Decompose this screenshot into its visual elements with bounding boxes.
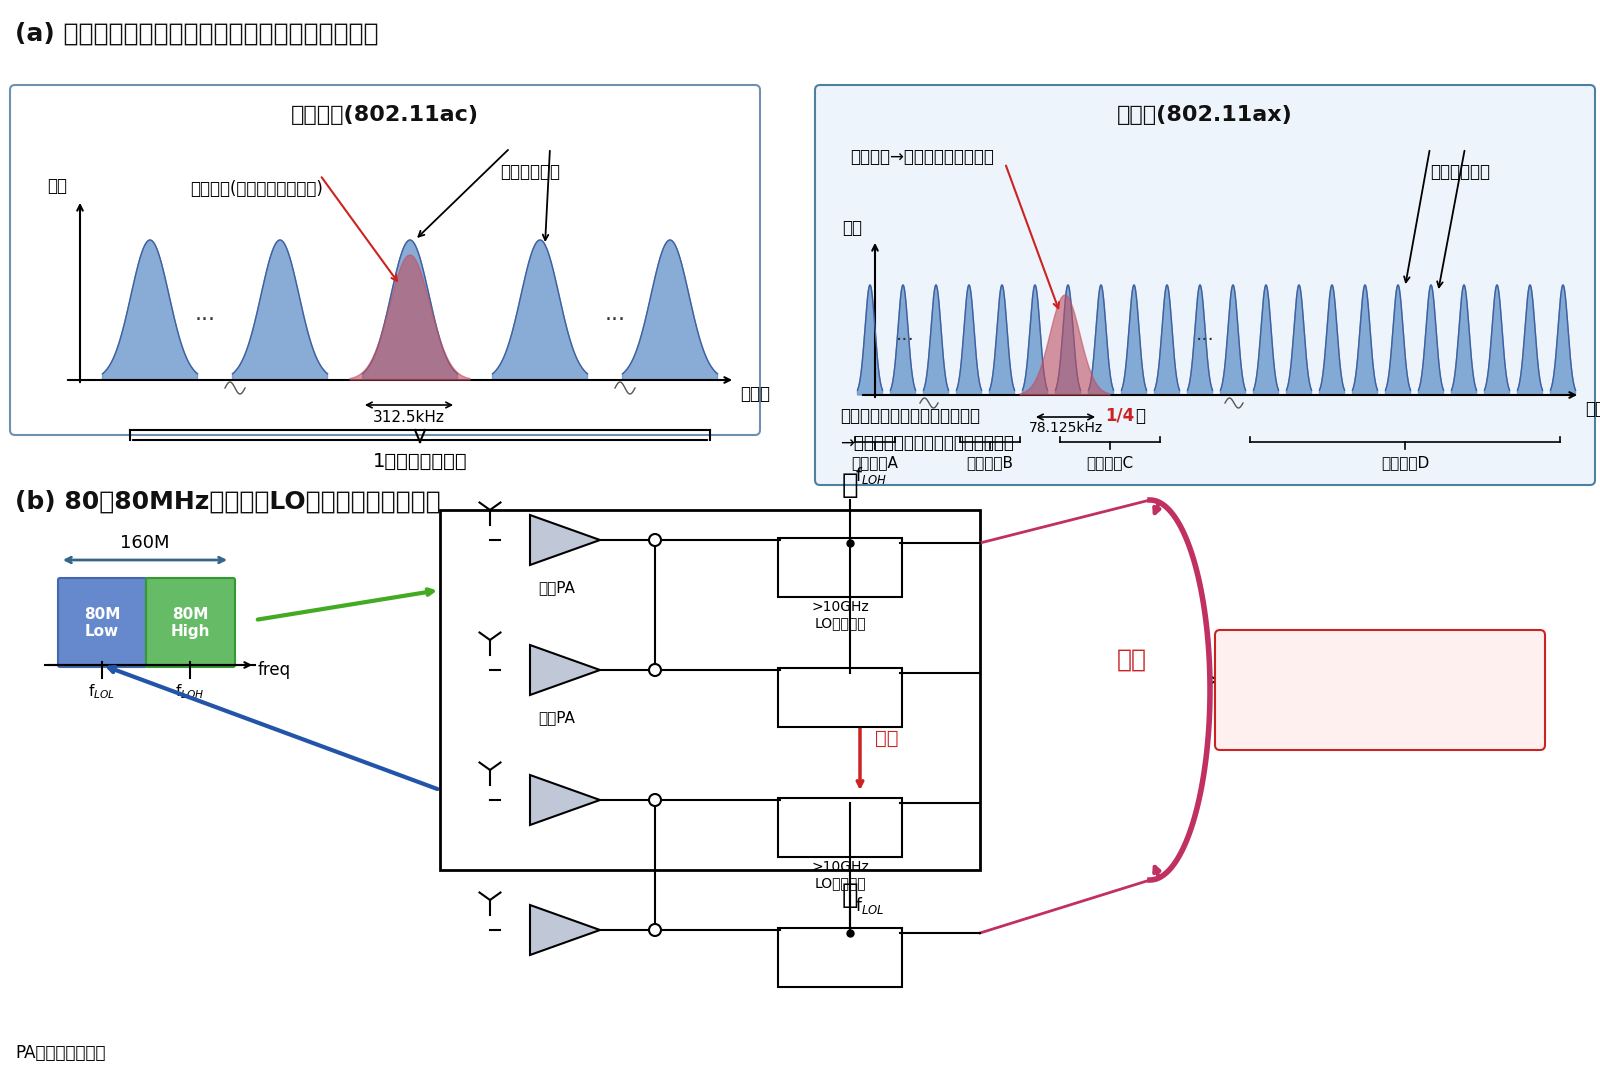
Text: TX1: TX1 (821, 559, 859, 577)
Text: ···: ··· (605, 310, 626, 330)
Polygon shape (1352, 285, 1378, 395)
Text: サブキャリア: サブキャリア (499, 163, 560, 182)
Text: 振幅: 振幅 (842, 218, 862, 237)
Text: ユーザーA: ユーザーA (851, 455, 899, 470)
Text: ～: ～ (842, 880, 858, 909)
Polygon shape (232, 240, 328, 380)
Text: ユーザーC: ユーザーC (1086, 455, 1133, 470)
Text: →要求値－50dB: →要求値－50dB (1331, 673, 1429, 691)
FancyBboxPatch shape (1214, 630, 1546, 750)
Text: 外部PA: 外部PA (539, 580, 576, 595)
Bar (440, 510, 979, 870)
Text: >10GHz
LO信号分配: >10GHz LO信号分配 (811, 860, 869, 890)
Polygon shape (350, 255, 470, 380)
Text: →位相雑音の影響大のため仕様厳格化: →位相雑音の影響大のため仕様厳格化 (840, 434, 1014, 452)
Polygon shape (1056, 285, 1080, 395)
FancyBboxPatch shape (778, 928, 902, 987)
Text: 位相雑音(アナログ回路由来): 位相雑音(アナログ回路由来) (190, 180, 323, 198)
Text: ···: ··· (195, 310, 216, 330)
Text: TX4: TX4 (821, 949, 859, 967)
FancyBboxPatch shape (778, 669, 902, 727)
Text: f$_{LOH}$: f$_{LOH}$ (854, 464, 886, 486)
Text: ～: ～ (842, 471, 858, 499)
Text: ユーザーD: ユーザーD (1381, 455, 1429, 470)
Polygon shape (1419, 285, 1443, 395)
Text: 複数ユーザーに分割され、幅は: 複数ユーザーに分割され、幅は (840, 407, 979, 425)
Polygon shape (1451, 285, 1477, 395)
Text: ···: ··· (896, 330, 914, 350)
Text: 現行規格(802.11ac): 現行規格(802.11ac) (291, 105, 478, 125)
Text: f$_{LOH}$: f$_{LOH}$ (176, 682, 205, 701)
Text: f$_{LOL}$: f$_{LOL}$ (88, 682, 115, 701)
Text: 160M: 160M (120, 534, 170, 552)
Text: 312.5kHz: 312.5kHz (373, 410, 445, 425)
Text: 振幅: 振幅 (46, 177, 67, 195)
Text: （10万分の1）以下: （10万分の1）以下 (1330, 697, 1430, 715)
Text: (a) サブキャリア周波数変更による位相雑音の影響: (a) サブキャリア周波数変更による位相雑音の影響 (14, 22, 379, 46)
Polygon shape (1253, 285, 1278, 395)
FancyBboxPatch shape (146, 578, 235, 667)
Polygon shape (1386, 285, 1411, 395)
Polygon shape (1286, 285, 1312, 395)
Text: 78.125kHz: 78.125kHz (1029, 421, 1102, 435)
Polygon shape (1320, 285, 1344, 395)
Polygon shape (1550, 285, 1576, 395)
Polygon shape (1088, 285, 1114, 395)
Text: 1/4: 1/4 (1106, 407, 1134, 425)
Polygon shape (622, 240, 717, 380)
Text: PA：パワーアンプ: PA：パワーアンプ (14, 1044, 106, 1062)
Text: サブキャリア: サブキャリア (1430, 163, 1490, 182)
Polygon shape (102, 240, 197, 380)
Text: 干渉: 干渉 (1117, 648, 1147, 672)
Text: 周波数: 周波数 (739, 385, 770, 403)
Polygon shape (363, 240, 458, 380)
Polygon shape (530, 905, 600, 955)
Circle shape (650, 664, 661, 676)
Polygon shape (989, 285, 1014, 395)
Polygon shape (891, 285, 915, 395)
Text: 新規格(802.11ax): 新規格(802.11ax) (1117, 105, 1293, 125)
Circle shape (650, 534, 661, 546)
Polygon shape (1187, 285, 1213, 395)
Polygon shape (1021, 295, 1110, 395)
Text: >10GHz
LO信号分配: >10GHz LO信号分配 (811, 600, 869, 630)
Circle shape (650, 924, 661, 936)
Text: ユーザーB: ユーザーB (966, 455, 1013, 470)
Polygon shape (1221, 285, 1245, 395)
Circle shape (650, 794, 661, 805)
FancyBboxPatch shape (778, 538, 902, 597)
Polygon shape (1485, 285, 1509, 395)
Text: 混信: 混信 (875, 728, 899, 748)
Polygon shape (530, 515, 600, 565)
Text: 80M
Low: 80M Low (83, 607, 120, 639)
Text: ···: ··· (1195, 330, 1214, 350)
Text: に: に (1134, 407, 1146, 425)
Text: freq: freq (258, 661, 291, 679)
Polygon shape (1122, 285, 1147, 395)
Text: 1ユーザーが利用: 1ユーザーが利用 (373, 452, 467, 471)
Polygon shape (530, 775, 600, 825)
FancyBboxPatch shape (58, 578, 147, 667)
FancyBboxPatch shape (814, 85, 1595, 485)
FancyBboxPatch shape (10, 85, 760, 435)
Text: (b) 80＋80MHz運用時のLO信号漏れによる混信: (b) 80＋80MHz運用時のLO信号漏れによる混信 (14, 490, 440, 514)
Text: TX2: TX2 (821, 688, 859, 708)
Polygon shape (1155, 285, 1179, 395)
Text: 混信・干渉による劣化: 混信・干渉による劣化 (1330, 647, 1430, 665)
Text: 80M
High: 80M High (170, 607, 210, 639)
FancyBboxPatch shape (778, 798, 902, 857)
Text: TX3: TX3 (821, 819, 859, 837)
Polygon shape (1517, 285, 1542, 395)
Polygon shape (957, 285, 981, 395)
Text: f$_{LOL}$: f$_{LOL}$ (854, 895, 885, 915)
Polygon shape (858, 285, 883, 395)
Text: 位相雑音→従来通りだと影響大: 位相雑音→従来通りだと影響大 (850, 148, 994, 166)
Text: 周波数: 周波数 (1586, 400, 1600, 418)
Polygon shape (1022, 285, 1048, 395)
Polygon shape (530, 645, 600, 695)
Polygon shape (923, 285, 949, 395)
Polygon shape (493, 240, 587, 380)
Text: 外部PA: 外部PA (539, 710, 576, 725)
